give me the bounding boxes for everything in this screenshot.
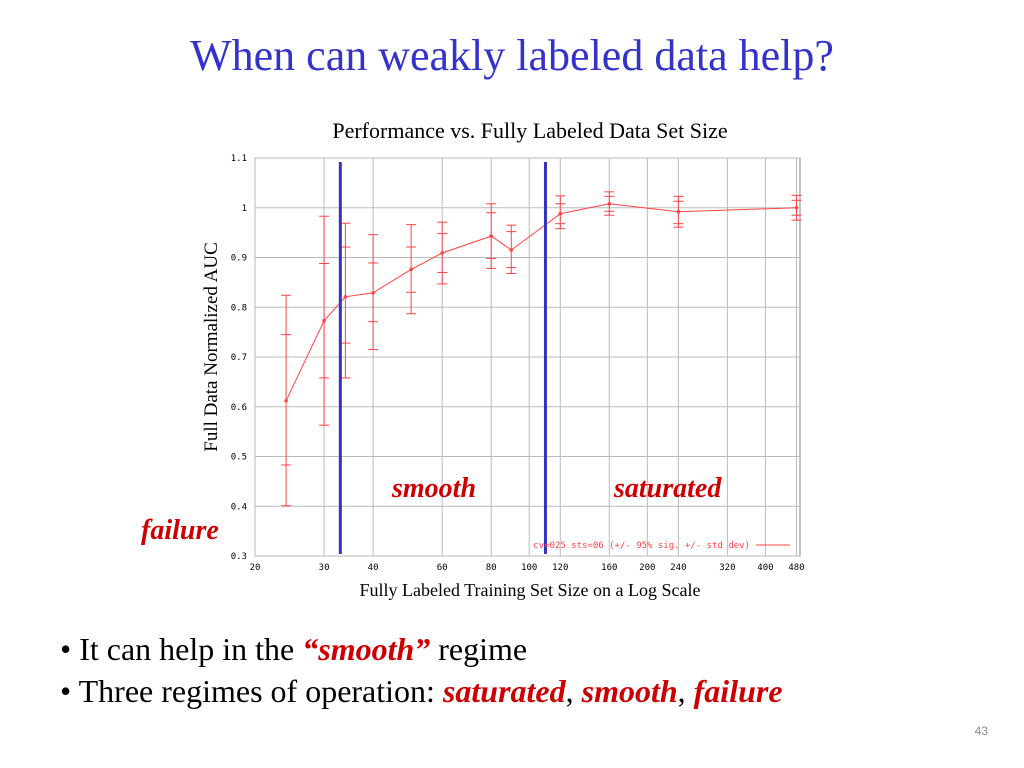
bullet-text: It can help in the [79,631,303,667]
x-tick-label: 480 [788,563,804,573]
regime-label-smooth: smooth [392,473,477,504]
data-point [284,398,288,403]
bullet-item: • It can help in the “smooth” regime [60,631,528,667]
y-tick-label: 0.6 [231,403,247,413]
data-point [440,251,444,255]
emphasis-smooth: smooth [581,673,678,709]
slide-title: When can weakly labeled data help? [190,31,834,80]
y-tick-label: 0.9 [231,254,247,264]
x-tick-label: 200 [639,563,655,573]
page-number: 43 [974,724,988,738]
data-point [607,201,612,206]
x-tick-label: 60 [437,563,448,573]
x-tick-label: 320 [719,563,735,573]
regime-label-failure: failure [141,515,219,546]
y-tick-label: 0.8 [231,303,247,313]
x-tick-label: 120 [552,563,568,573]
y-tick-label: 0.5 [231,453,247,463]
data-point [558,211,563,216]
y-tick-label: 1.1 [231,154,247,164]
x-tick-label: 100 [521,563,537,573]
data-point [509,248,514,252]
bullet-text: regime [430,631,528,667]
chart-title: Performance vs. Fully Labeled Data Set S… [332,118,728,143]
emphasis-failure: failure [693,673,783,709]
x-tick-label: 240 [670,563,686,573]
x-tick-label: 160 [601,563,617,573]
data-point [676,209,681,214]
x-tick-label: 20 [250,563,261,573]
bullet-comma: , [677,673,686,709]
x-tick-label: 40 [368,563,379,573]
series-line [285,203,797,402]
x-tick-label: 30 [319,563,330,573]
bullet-item: • Three regimes of operation: saturated,… [60,673,783,709]
data-point [322,318,326,323]
regime-label-saturated: saturated [614,473,722,504]
data-point [409,267,413,272]
y-tick-label: 0.4 [231,502,247,512]
emphasis-smooth-quoted: “smooth” [302,631,431,667]
y-tick-label: 0.3 [231,552,247,562]
bullet-comma: , [565,673,574,709]
bullet-text: Three regimes of operation: [78,673,443,709]
y-tick-label: 1 [242,204,247,214]
x-tick-label: 80 [486,563,497,573]
data-point [343,295,348,299]
y-tick-label: 0.7 [231,353,247,363]
data-point [794,205,799,210]
x-axis-label: Fully Labeled Training Set Size on a Log… [359,580,701,600]
data-point [489,234,494,238]
x-tick-label: 400 [757,563,773,573]
legend-text: cv=025 sts=06 (+/- 95% sig. +/- std dev) [533,541,750,551]
data-point [371,291,375,295]
bullet-list: • It can help in the “smooth” regime • T… [60,628,783,712]
emphasis-saturated: saturated [442,673,566,709]
